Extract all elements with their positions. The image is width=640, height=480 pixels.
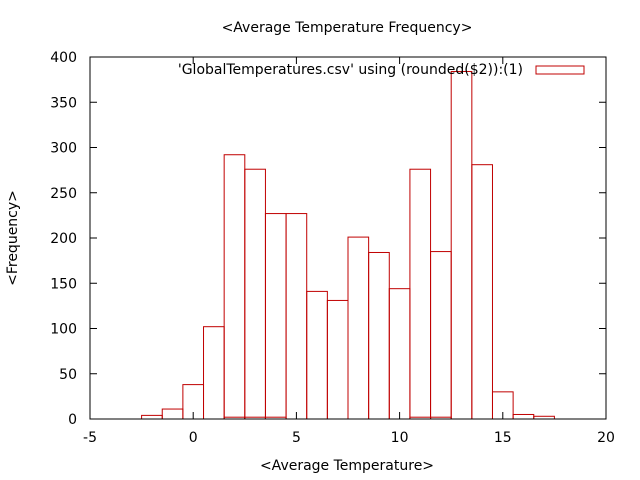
histogram-bar xyxy=(409,168,432,420)
legend-label: 'GlobalTemperatures.csv' using (rounded(… xyxy=(178,62,523,78)
y-tick-label: 300 xyxy=(50,141,77,157)
histogram-bar xyxy=(430,251,452,420)
histogram-bar xyxy=(264,213,287,420)
y-tick-label: 250 xyxy=(50,186,77,202)
y-tick-label: 100 xyxy=(50,322,77,338)
bars-layer xyxy=(141,70,555,420)
histogram-bar xyxy=(285,213,308,420)
histogram-bar xyxy=(512,413,535,420)
x-tick-label: 20 xyxy=(597,430,615,446)
histogram-bar xyxy=(326,299,349,420)
histogram-bar xyxy=(388,288,411,420)
y-tick-label: 50 xyxy=(59,367,77,383)
histogram-bar xyxy=(203,326,225,420)
histogram-bar xyxy=(450,70,473,420)
histogram-bar xyxy=(141,414,163,420)
y-tick-label: 150 xyxy=(50,276,77,292)
y-tick-label: 350 xyxy=(50,95,77,111)
x-tick-label: 5 xyxy=(292,430,301,446)
histogram-bar xyxy=(471,164,493,420)
histogram-bar xyxy=(161,408,184,420)
histogram-bar xyxy=(223,154,246,420)
y-axis-label: <Frequency> xyxy=(5,190,21,286)
x-tick-label: -5 xyxy=(83,430,97,446)
chart-title: <Average Temperature Frequency> xyxy=(222,20,473,36)
y-tick-label: 200 xyxy=(50,231,77,247)
y-tick-label: 400 xyxy=(50,50,77,66)
x-tick-label: 15 xyxy=(494,430,512,446)
x-tick-label: 0 xyxy=(189,430,198,446)
x-tick-label: 10 xyxy=(391,430,409,446)
histogram-bar xyxy=(306,290,328,420)
legend-swatch xyxy=(535,65,585,75)
histogram-bar xyxy=(347,236,370,420)
y-tick-label: 0 xyxy=(68,412,77,428)
x-axis-label: <Average Temperature> xyxy=(260,458,434,474)
histogram-bar xyxy=(244,168,266,420)
histogram-bar xyxy=(368,251,390,420)
